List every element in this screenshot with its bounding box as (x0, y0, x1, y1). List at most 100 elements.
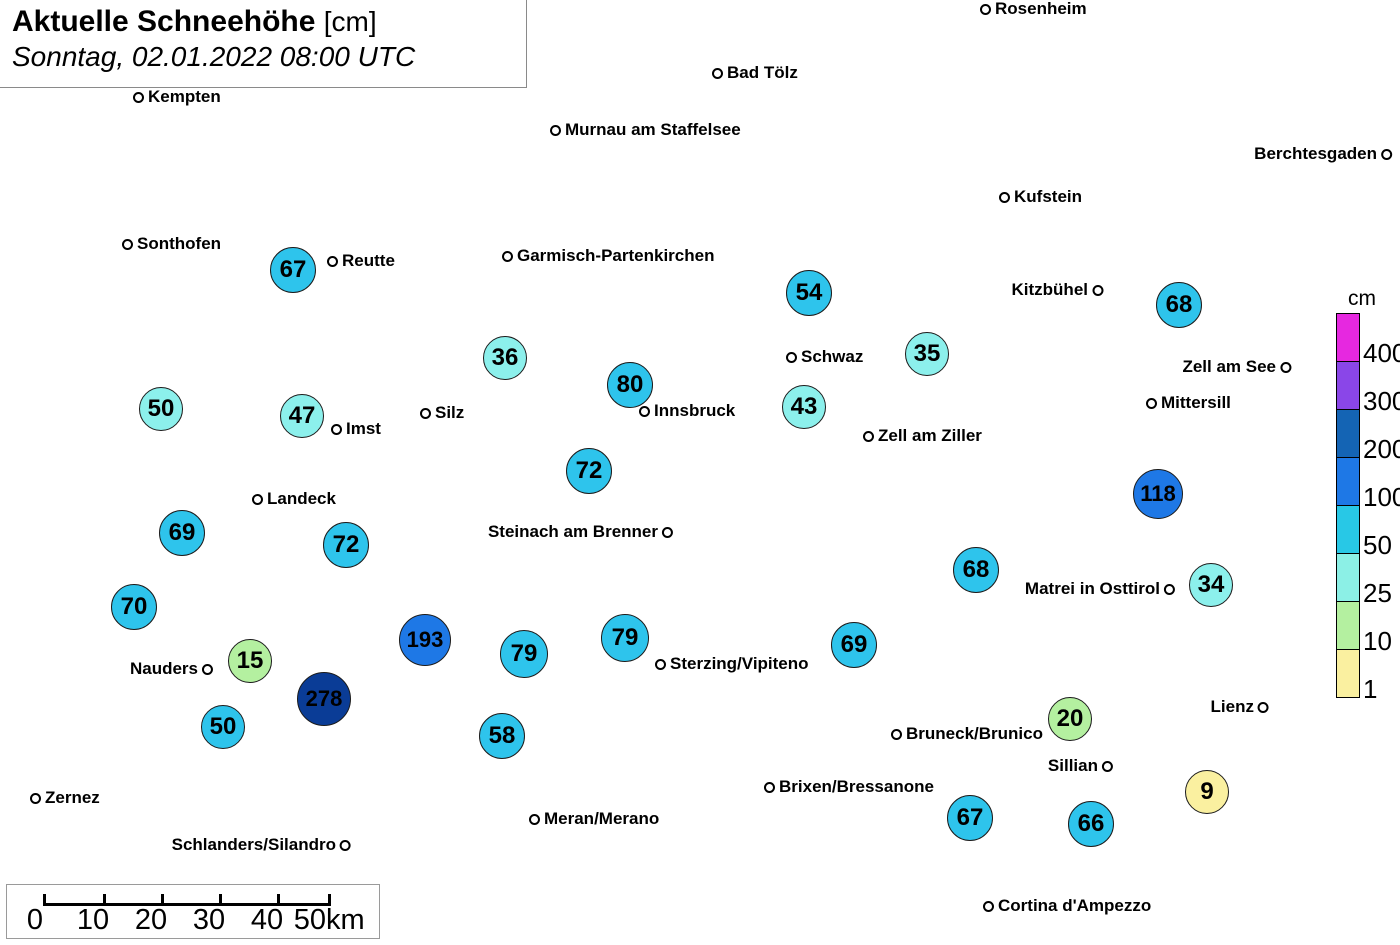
scale-bar-ruler (43, 894, 331, 906)
city-marker-steinach-am-brenner[interactable]: Steinach am Brenner (488, 523, 673, 541)
snow-station-marker[interactable]: 79 (601, 614, 649, 662)
station-value: 69 (840, 631, 868, 658)
title-unit-text: [cm] (323, 6, 377, 37)
snow-station-marker[interactable]: 278 (297, 672, 351, 726)
city-label: Nauders (129, 659, 198, 678)
city-marker-kempten[interactable]: Kempten (133, 88, 221, 106)
city-label: Steinach am Brenner (487, 522, 658, 541)
scale-label-30: 30 (192, 904, 226, 936)
city-marker-kitzb-hel[interactable]: Kitzbühel (1012, 281, 1103, 299)
snow-station-marker[interactable]: 72 (323, 522, 369, 568)
city-marker-murnau-am-staffelsee[interactable]: Murnau am Staffelsee (550, 121, 741, 139)
city-marker-silz[interactable]: Silz (420, 404, 464, 422)
snow-station-marker[interactable]: 9 (1185, 770, 1229, 814)
snow-station-marker[interactable]: 118 (1133, 469, 1183, 519)
city-marker-nauders[interactable]: Nauders (130, 660, 213, 678)
city-point-icon (786, 351, 797, 363)
city-point-icon (1164, 583, 1175, 595)
city-marker-lienz[interactable]: Lienz (1211, 698, 1269, 716)
city-point-icon (202, 663, 213, 675)
city-marker-zernez[interactable]: Zernez (30, 789, 100, 807)
legend-color-bands: 400 300 200 100 50 25 10 1 (1336, 313, 1400, 705)
station-value: 72 (332, 531, 360, 558)
city-marker-sterzing-vipiteno[interactable]: Sterzing/Vipiteno (655, 655, 809, 673)
station-value: 34 (1197, 571, 1225, 598)
snow-station-marker[interactable]: 72 (566, 448, 612, 494)
legend-band-label: 200 (1363, 434, 1400, 464)
city-marker-innsbruck[interactable]: Innsbruck (639, 402, 735, 420)
scale-label-50km: 50km (293, 904, 365, 936)
station-value: 50 (209, 713, 237, 740)
snow-station-marker[interactable]: 58 (479, 713, 525, 759)
snow-station-marker[interactable]: 70 (111, 584, 157, 630)
station-value: 50 (147, 395, 175, 422)
city-label: Zernez (45, 788, 100, 807)
city-label: Berchtesgaden (1254, 144, 1377, 163)
city-marker-garmisch-partenkirchen[interactable]: Garmisch-Partenkirchen (502, 247, 714, 265)
snow-station-marker[interactable]: 36 (483, 336, 527, 380)
city-marker-sonthofen[interactable]: Sonthofen (122, 235, 221, 253)
city-marker-landeck[interactable]: Landeck (252, 490, 336, 508)
station-value: 35 (913, 340, 941, 367)
scale-bar-labels: 0 10 20 30 40 50km (7, 903, 381, 939)
city-point-icon (764, 781, 775, 793)
snow-station-marker[interactable]: 67 (270, 247, 316, 293)
snow-station-marker[interactable]: 43 (782, 385, 826, 429)
snow-station-marker[interactable]: 35 (905, 332, 949, 376)
city-point-icon (252, 493, 263, 505)
legend-band-200: 200 (1336, 409, 1400, 464)
city-point-icon (980, 3, 991, 15)
snow-station-marker[interactable]: 47 (280, 394, 324, 438)
scale-tick (103, 894, 106, 906)
city-marker-rosenheim[interactable]: Rosenheim (980, 0, 1087, 18)
city-marker-cortina-d-ampezzo[interactable]: Cortina d'Ampezzo (983, 897, 1151, 915)
station-value: 36 (491, 344, 519, 371)
snow-station-marker[interactable]: 66 (1068, 801, 1114, 847)
snow-station-marker[interactable]: 15 (228, 639, 272, 683)
snow-station-marker[interactable]: 20 (1048, 697, 1092, 741)
city-marker-bad-t-lz[interactable]: Bad Tölz (712, 64, 798, 82)
city-marker-reutte[interactable]: Reutte (327, 252, 395, 270)
snow-station-marker[interactable]: 80 (607, 362, 653, 408)
city-point-icon (502, 250, 513, 262)
snow-station-marker[interactable]: 68 (953, 547, 999, 593)
legend-band-400: 400 (1336, 313, 1400, 368)
snow-station-marker[interactable]: 69 (159, 510, 205, 556)
city-marker-kufstein[interactable]: Kufstein (999, 188, 1082, 206)
station-value: 15 (236, 647, 264, 674)
scale-tick (277, 894, 280, 906)
city-marker-schwaz[interactable]: Schwaz (786, 348, 863, 366)
snow-station-marker[interactable]: 69 (831, 622, 877, 668)
city-marker-zell-am-see[interactable]: Zell am See (1182, 358, 1291, 376)
snow-station-marker[interactable]: 67 (947, 795, 993, 841)
city-marker-zell-am-ziller[interactable]: Zell am Ziller (863, 427, 982, 445)
snow-station-marker[interactable]: 79 (500, 630, 548, 678)
city-point-icon (891, 728, 902, 740)
city-label: Schwaz (801, 347, 864, 366)
snow-station-marker[interactable]: 34 (1189, 563, 1233, 607)
snow-station-marker[interactable]: 54 (786, 270, 832, 316)
city-marker-meran-merano[interactable]: Meran/Merano (529, 810, 659, 828)
city-label: Zell am See (1182, 357, 1276, 376)
snow-station-marker[interactable]: 50 (139, 387, 183, 431)
city-point-icon (30, 792, 41, 804)
legend-band-10: 10 (1336, 601, 1392, 656)
snow-station-marker[interactable]: 50 (201, 705, 245, 749)
snow-station-marker[interactable]: 193 (399, 614, 451, 666)
city-point-icon (1146, 397, 1157, 409)
city-marker-schlanders-silandro[interactable]: Schlanders/Silandro (172, 836, 351, 854)
legend-band-1: 1 (1336, 649, 1377, 704)
city-marker-matrei-in-osttirol[interactable]: Matrei in Osttirol (1025, 580, 1175, 598)
city-marker-sillian[interactable]: Sillian (1048, 757, 1113, 775)
geosphere-mountain-logo[interactable] (1288, 831, 1396, 931)
city-marker-brixen-bressanone[interactable]: Brixen/Bressanone (764, 778, 934, 796)
city-label: Sterzing/Vipiteno (670, 654, 809, 673)
city-marker-bruneck-brunico[interactable]: Bruneck/Brunico (891, 725, 1043, 743)
scale-tick (219, 894, 222, 906)
city-marker-berchtesgaden[interactable]: Berchtesgaden (1254, 145, 1392, 163)
zamg-logo[interactable] (1190, 831, 1282, 945)
city-label: Bad Tölz (727, 63, 798, 82)
snow-station-marker[interactable]: 68 (1156, 282, 1202, 328)
city-marker-imst[interactable]: Imst (331, 420, 381, 438)
city-marker-mittersill[interactable]: Mittersill (1146, 394, 1231, 412)
